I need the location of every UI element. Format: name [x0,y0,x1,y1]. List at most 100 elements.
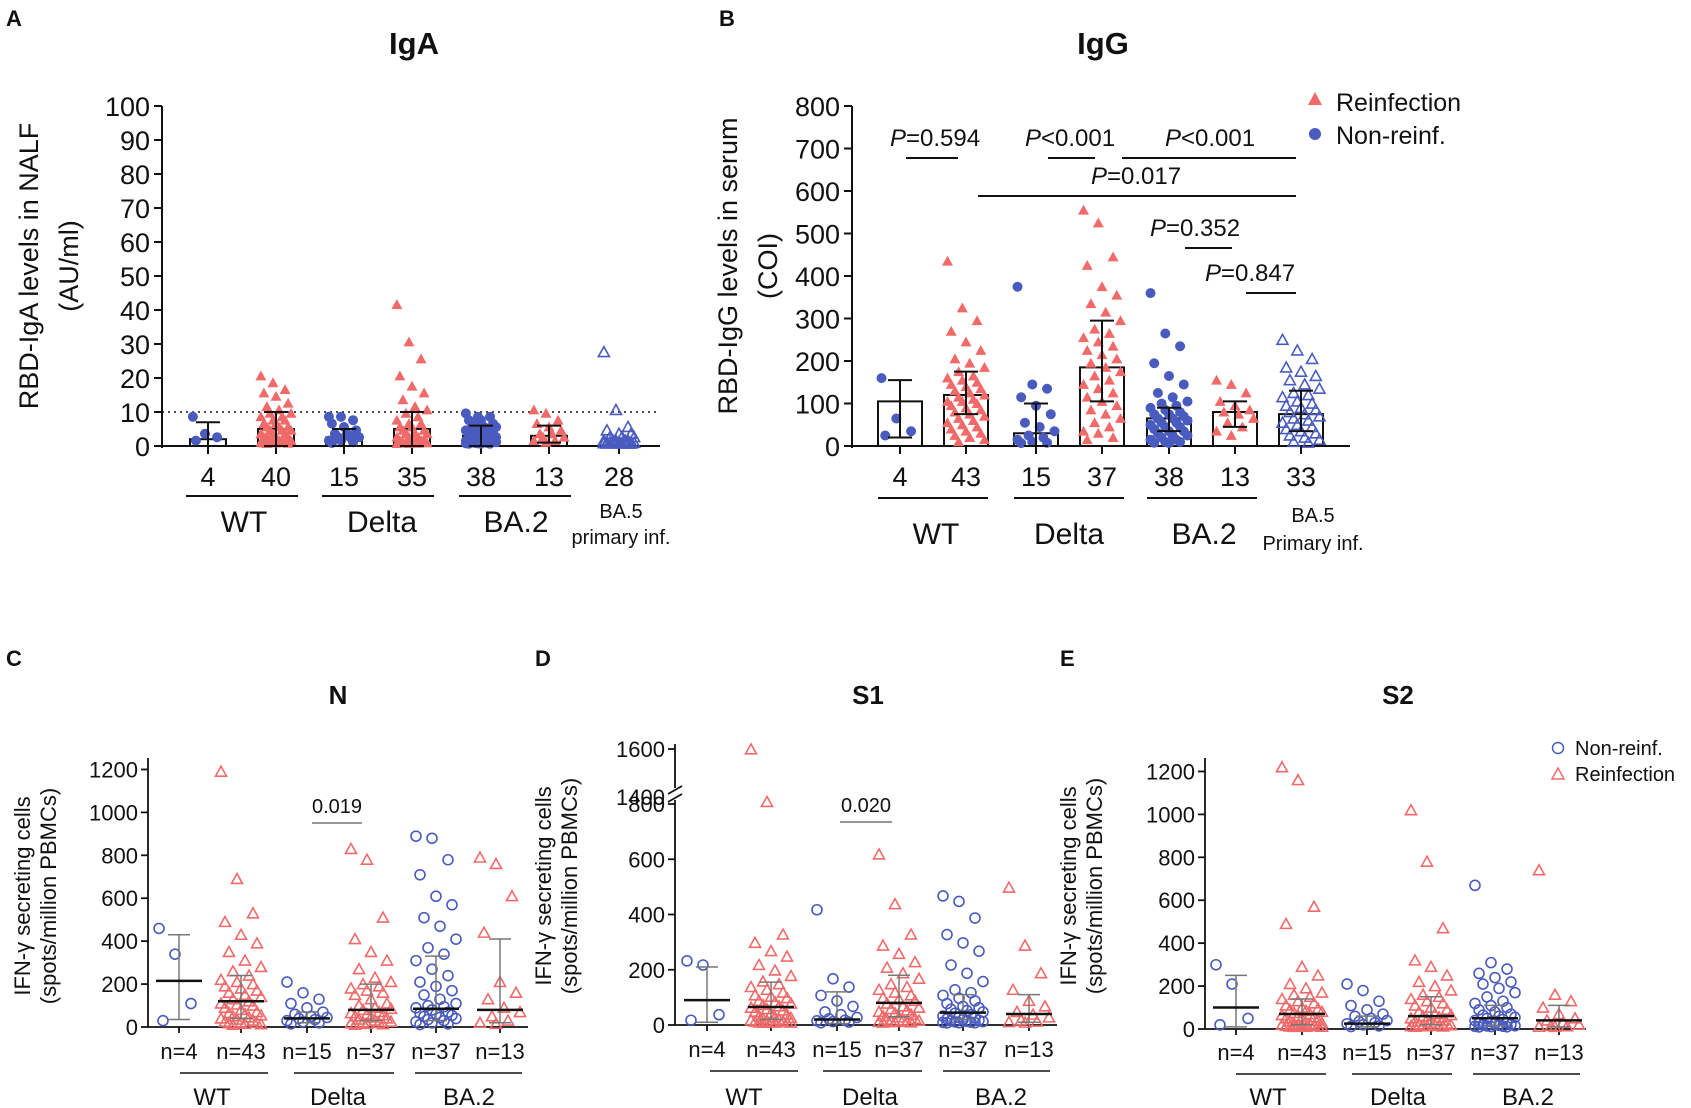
data-point [1240,387,1252,398]
data-point [250,983,264,996]
panel-b-igg: B IgG RBD-IgG levels in serum (COI) 0 100… [713,6,1461,555]
data-point [965,1016,977,1028]
data-point [1473,1021,1485,1033]
data-point [1226,978,1238,990]
y-tick-label: 1000 [89,800,138,825]
data-point [442,853,454,866]
legend-label-nonreinf: Non-reinf. [1336,122,1446,150]
comparison-p-value: P=0.594 [890,125,980,152]
data-point [348,932,362,945]
data-point [1081,391,1093,402]
y-tick-label: 0 [135,432,150,462]
data-point [971,421,983,432]
data-point [1311,968,1325,981]
data-point [900,979,914,993]
y-tick-label: 600 [1158,888,1195,913]
data-point [485,1009,499,1022]
data-point [1085,357,1097,368]
data-point [364,944,378,958]
data-point [768,963,782,976]
data-point [1404,991,1418,1005]
y-tick-label: 800 [1158,845,1195,870]
data-point [348,987,362,1001]
group-label-iga-wt: WT [221,506,268,539]
data-point [906,426,917,437]
data-point [1002,1015,1016,1028]
n-label-s2-wt-nonreinf: n=4 [1217,1040,1254,1065]
data-point [1010,1004,1024,1018]
data-point [380,953,394,966]
data-point [1436,1019,1450,1032]
data-point [1436,996,1450,1009]
data-point [528,404,540,415]
data-point [372,979,386,992]
y-axis-label-s1-unit: (spots/million PBMCs) [557,778,582,994]
n-plot-area: 0 200 400 600 800 1000 1200 0.019 [89,757,528,1040]
y-tick-label: 1000 [1146,802,1195,827]
data-point [953,1016,965,1029]
data-point [1210,958,1222,971]
data-point [222,985,236,999]
data-point [784,1015,798,1028]
data-point [528,435,540,445]
data-point [409,401,421,411]
data-point [1078,204,1090,215]
data-point [945,325,957,336]
data-point [949,430,961,440]
data-point [285,407,297,418]
data-point [942,372,954,383]
data-point [360,1016,374,1030]
y-tick-label: 400 [1158,931,1195,956]
data-point [297,1015,309,1028]
y-tick-label: 1200 [1146,759,1195,784]
data-point [1089,417,1101,428]
data-point [1283,976,1297,990]
data-point [764,944,778,957]
n-label-n-wt-reinf: n=43 [216,1039,266,1064]
y-axis-label-s2: IFN-γ secreting cells [1056,786,1081,985]
data-point [1564,994,1578,1007]
data-point [967,370,979,381]
data-point [953,895,965,908]
data-point [1016,438,1027,449]
n-label-iga-wt-reinf: 40 [261,462,291,492]
data-point [226,964,240,977]
data-point [1103,374,1115,385]
data-point [1412,974,1426,988]
data-point [872,1014,886,1028]
group-label-n-wt: WT [193,1084,231,1108]
data-point [960,336,972,347]
data-point [977,975,989,988]
data-point [1211,425,1223,436]
data-point [1279,421,1294,435]
data-point [1214,1019,1226,1031]
group-label-n-delta: Delta [310,1084,367,1108]
data-point [1103,328,1115,338]
data-point [552,414,564,425]
y-tick-label: 70 [120,194,150,224]
data-point [1315,1019,1329,1032]
data-point [1444,1018,1458,1031]
data-point [214,972,228,986]
data-point [1085,404,1097,415]
data-point [1042,1010,1056,1023]
data-point [473,850,487,863]
data-point [1275,390,1290,403]
data-point [1532,1019,1546,1032]
data-point [847,1000,859,1013]
data-point [497,1000,511,1014]
data-point [597,345,611,358]
n-label-s1-ba2-nonreinf: n=37 [938,1037,988,1062]
data-point [1045,409,1056,420]
y-tick-label: 90 [120,126,150,156]
chart-title-n: N [329,680,348,710]
panel-a-iga: A IgA RBD-IgA levels in NALF (AU/ml) 0 10… [6,6,670,549]
data-point [187,411,198,422]
data-point [1291,773,1305,786]
y-axis-label-igg: RBD-IgG levels in serum [713,117,743,414]
data-point [1493,982,1505,995]
data-point [1345,999,1357,1012]
data-point [1305,396,1319,409]
data-point [784,968,798,982]
data-point [1078,425,1090,436]
